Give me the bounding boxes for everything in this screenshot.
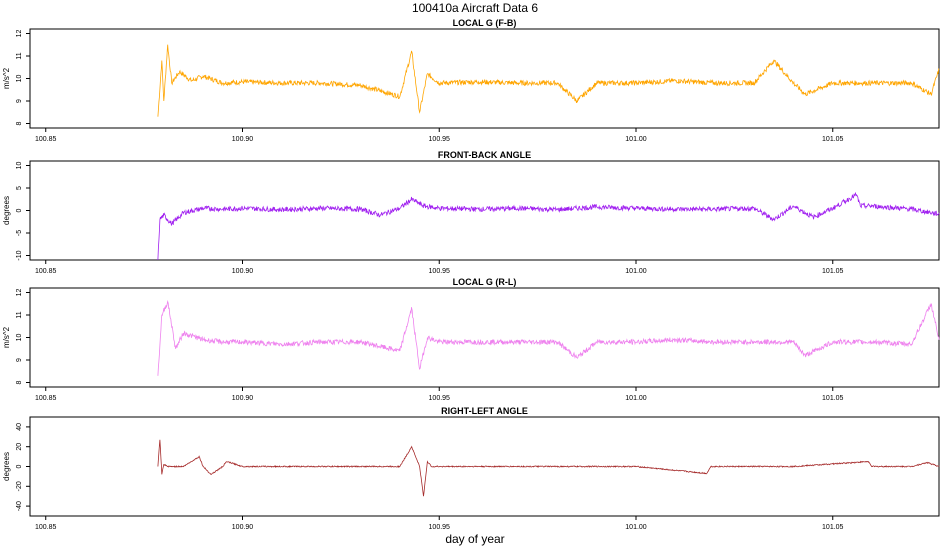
y-tick-label: -10 — [16, 250, 23, 260]
x-tick-label: 100.90 — [232, 136, 254, 143]
x-tick-label: 100.90 — [232, 395, 254, 402]
y-tick-label: 10 — [16, 162, 23, 170]
y-tick-label: -20 — [16, 481, 23, 491]
x-tick-label: 101.05 — [822, 268, 844, 275]
y-tick-label: 0 — [16, 464, 23, 468]
x-tick-label: 100.90 — [232, 268, 254, 275]
panel-title: RIGHT-LEFT ANGLE — [441, 406, 528, 416]
y-axis-label: m/s^2 — [2, 326, 11, 348]
y-axis-label: degrees — [2, 196, 11, 225]
figure-title: 100410a Aircraft Data 6 — [412, 1, 538, 15]
y-tick-label: 11 — [16, 52, 23, 59]
panel-1: LOCAL G (F-B) m/s^2 8 9 10 11 12 100.85 100.90 10… — [2, 18, 940, 143]
y-tick-label: 12 — [16, 289, 23, 297]
y-tick-label: 12 — [16, 30, 23, 38]
x-tick-label: 101.05 — [822, 524, 844, 531]
series-line — [157, 44, 940, 117]
y-axis-label: m/s^2 — [2, 67, 11, 89]
x-tick-label: 101.05 — [822, 136, 844, 143]
y-tick-label: 9 — [16, 99, 23, 103]
panel-3: LOCAL G (R-L) m/s^2 8 9 10 11 12 100.85 100.90 10… — [2, 277, 940, 402]
y-tick-label: 5 — [16, 186, 23, 190]
x-tick-label: 101.00 — [625, 268, 647, 275]
y-tick-label: 11 — [16, 311, 23, 318]
series-line — [157, 299, 940, 376]
x-tick-label: 100.95 — [429, 136, 451, 143]
x-tick-label: 100.85 — [35, 395, 57, 402]
y-tick-label: -40 — [16, 501, 23, 511]
y-tick-label: -5 — [16, 230, 23, 236]
panel-4: RIGHT-LEFT ANGLE degrees -40 -20 0 20 40 100.85… — [2, 406, 940, 531]
panel-2: FRONT-BACK ANGLE degrees -10 -5 0 5 10 100.85 10… — [2, 150, 940, 275]
x-tick-label: 101.00 — [625, 524, 647, 531]
x-tick-label: 100.85 — [35, 136, 57, 143]
x-tick-label: 100.95 — [429, 524, 451, 531]
y-tick-label: 8 — [16, 121, 23, 125]
y-tick-label: 9 — [16, 358, 23, 362]
x-tick-label: 100.95 — [429, 268, 451, 275]
x-tick-label: 101.00 — [625, 395, 647, 402]
plot-frame — [29, 28, 940, 129]
x-tick-label: 101.00 — [625, 136, 647, 143]
x-axis-title: day of year — [445, 532, 504, 546]
series-line — [157, 439, 940, 497]
x-tick-label: 100.85 — [35, 268, 57, 275]
x-tick-label: 101.05 — [822, 395, 844, 402]
plot-frame — [29, 287, 940, 388]
y-tick-label: 20 — [16, 443, 23, 451]
y-tick-label: 10 — [16, 75, 23, 83]
chart-panels: LOCAL G (F-B) m/s^2 8 9 10 11 12 100.85 100.90 10… — [2, 18, 940, 531]
x-tick-label: 100.95 — [429, 395, 451, 402]
series-line — [157, 191, 940, 261]
panel-title: LOCAL G (R-L) — [453, 277, 517, 287]
y-tick-label: 40 — [16, 423, 23, 431]
y-tick-label: 10 — [16, 334, 23, 342]
y-tick-label: 0 — [16, 208, 23, 212]
x-tick-label: 100.85 — [35, 524, 57, 531]
y-axis-label: degrees — [2, 452, 11, 481]
panel-title: LOCAL G (F-B) — [453, 18, 517, 28]
x-tick-label: 100.90 — [232, 524, 254, 531]
panel-title: FRONT-BACK ANGLE — [438, 150, 531, 160]
y-tick-label: 8 — [16, 380, 23, 384]
